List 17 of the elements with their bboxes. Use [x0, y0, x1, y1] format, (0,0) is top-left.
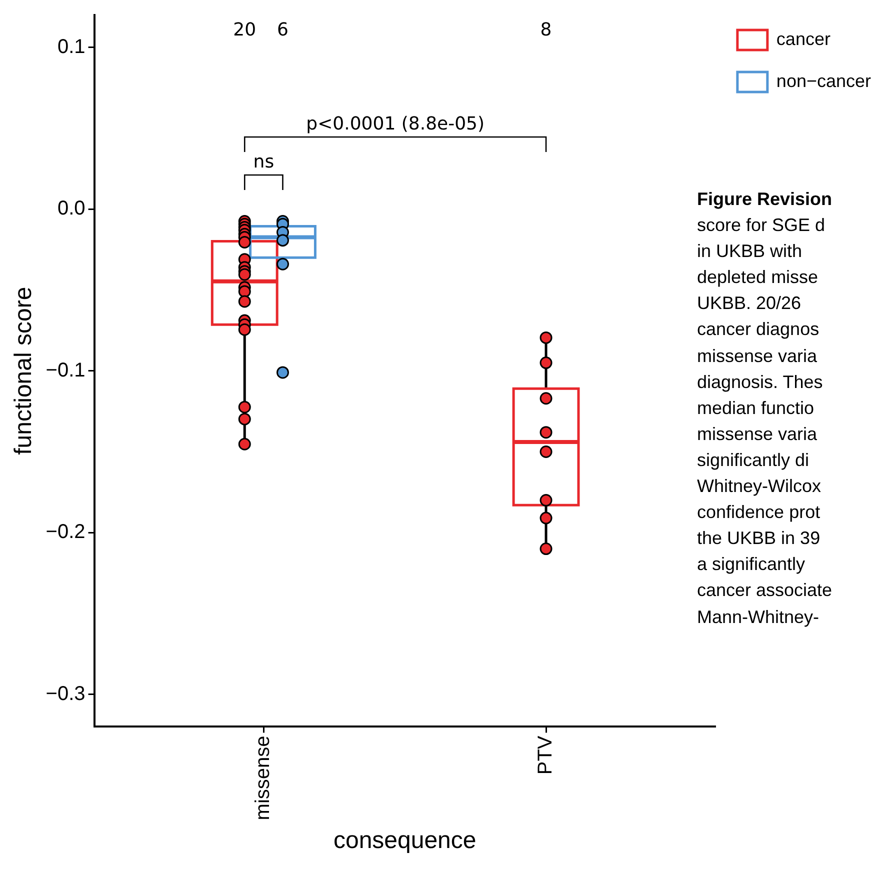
y-tick-label: 0.1 [57, 36, 86, 58]
annotation: p<0.0001 (8.8e-05) [306, 114, 485, 135]
text: Figure Revision score for SGE d in UKBB with depleted misse UKBB. 20/26 cancer diagnos missense varia diagnosis. Thes median functio missense varia significantly di Whitney-Wilcox confidence prot the UKBB in 39 a significantly cancer associate Mann-Whitney- [697, 189, 832, 626]
annotation: 20 [233, 20, 256, 41]
legend-label: non−cancer [776, 70, 872, 91]
y-tick-label: −0.2 [46, 521, 86, 544]
y-tick-label: 0.0 [57, 198, 86, 220]
y-axis-title: functional score [10, 286, 38, 455]
y-tick-label: −0.3 [46, 682, 86, 705]
y-tick-label: −0.1 [46, 359, 86, 382]
x-tick-label: PTV [534, 735, 557, 775]
x-axis-title: consequence [333, 827, 476, 854]
legend-label: cancer [776, 28, 830, 49]
annotation: 8 [540, 20, 552, 41]
annotation: 6 [277, 20, 288, 41]
x-tick-label: missense [252, 736, 274, 820]
annotation: ns [253, 152, 274, 173]
